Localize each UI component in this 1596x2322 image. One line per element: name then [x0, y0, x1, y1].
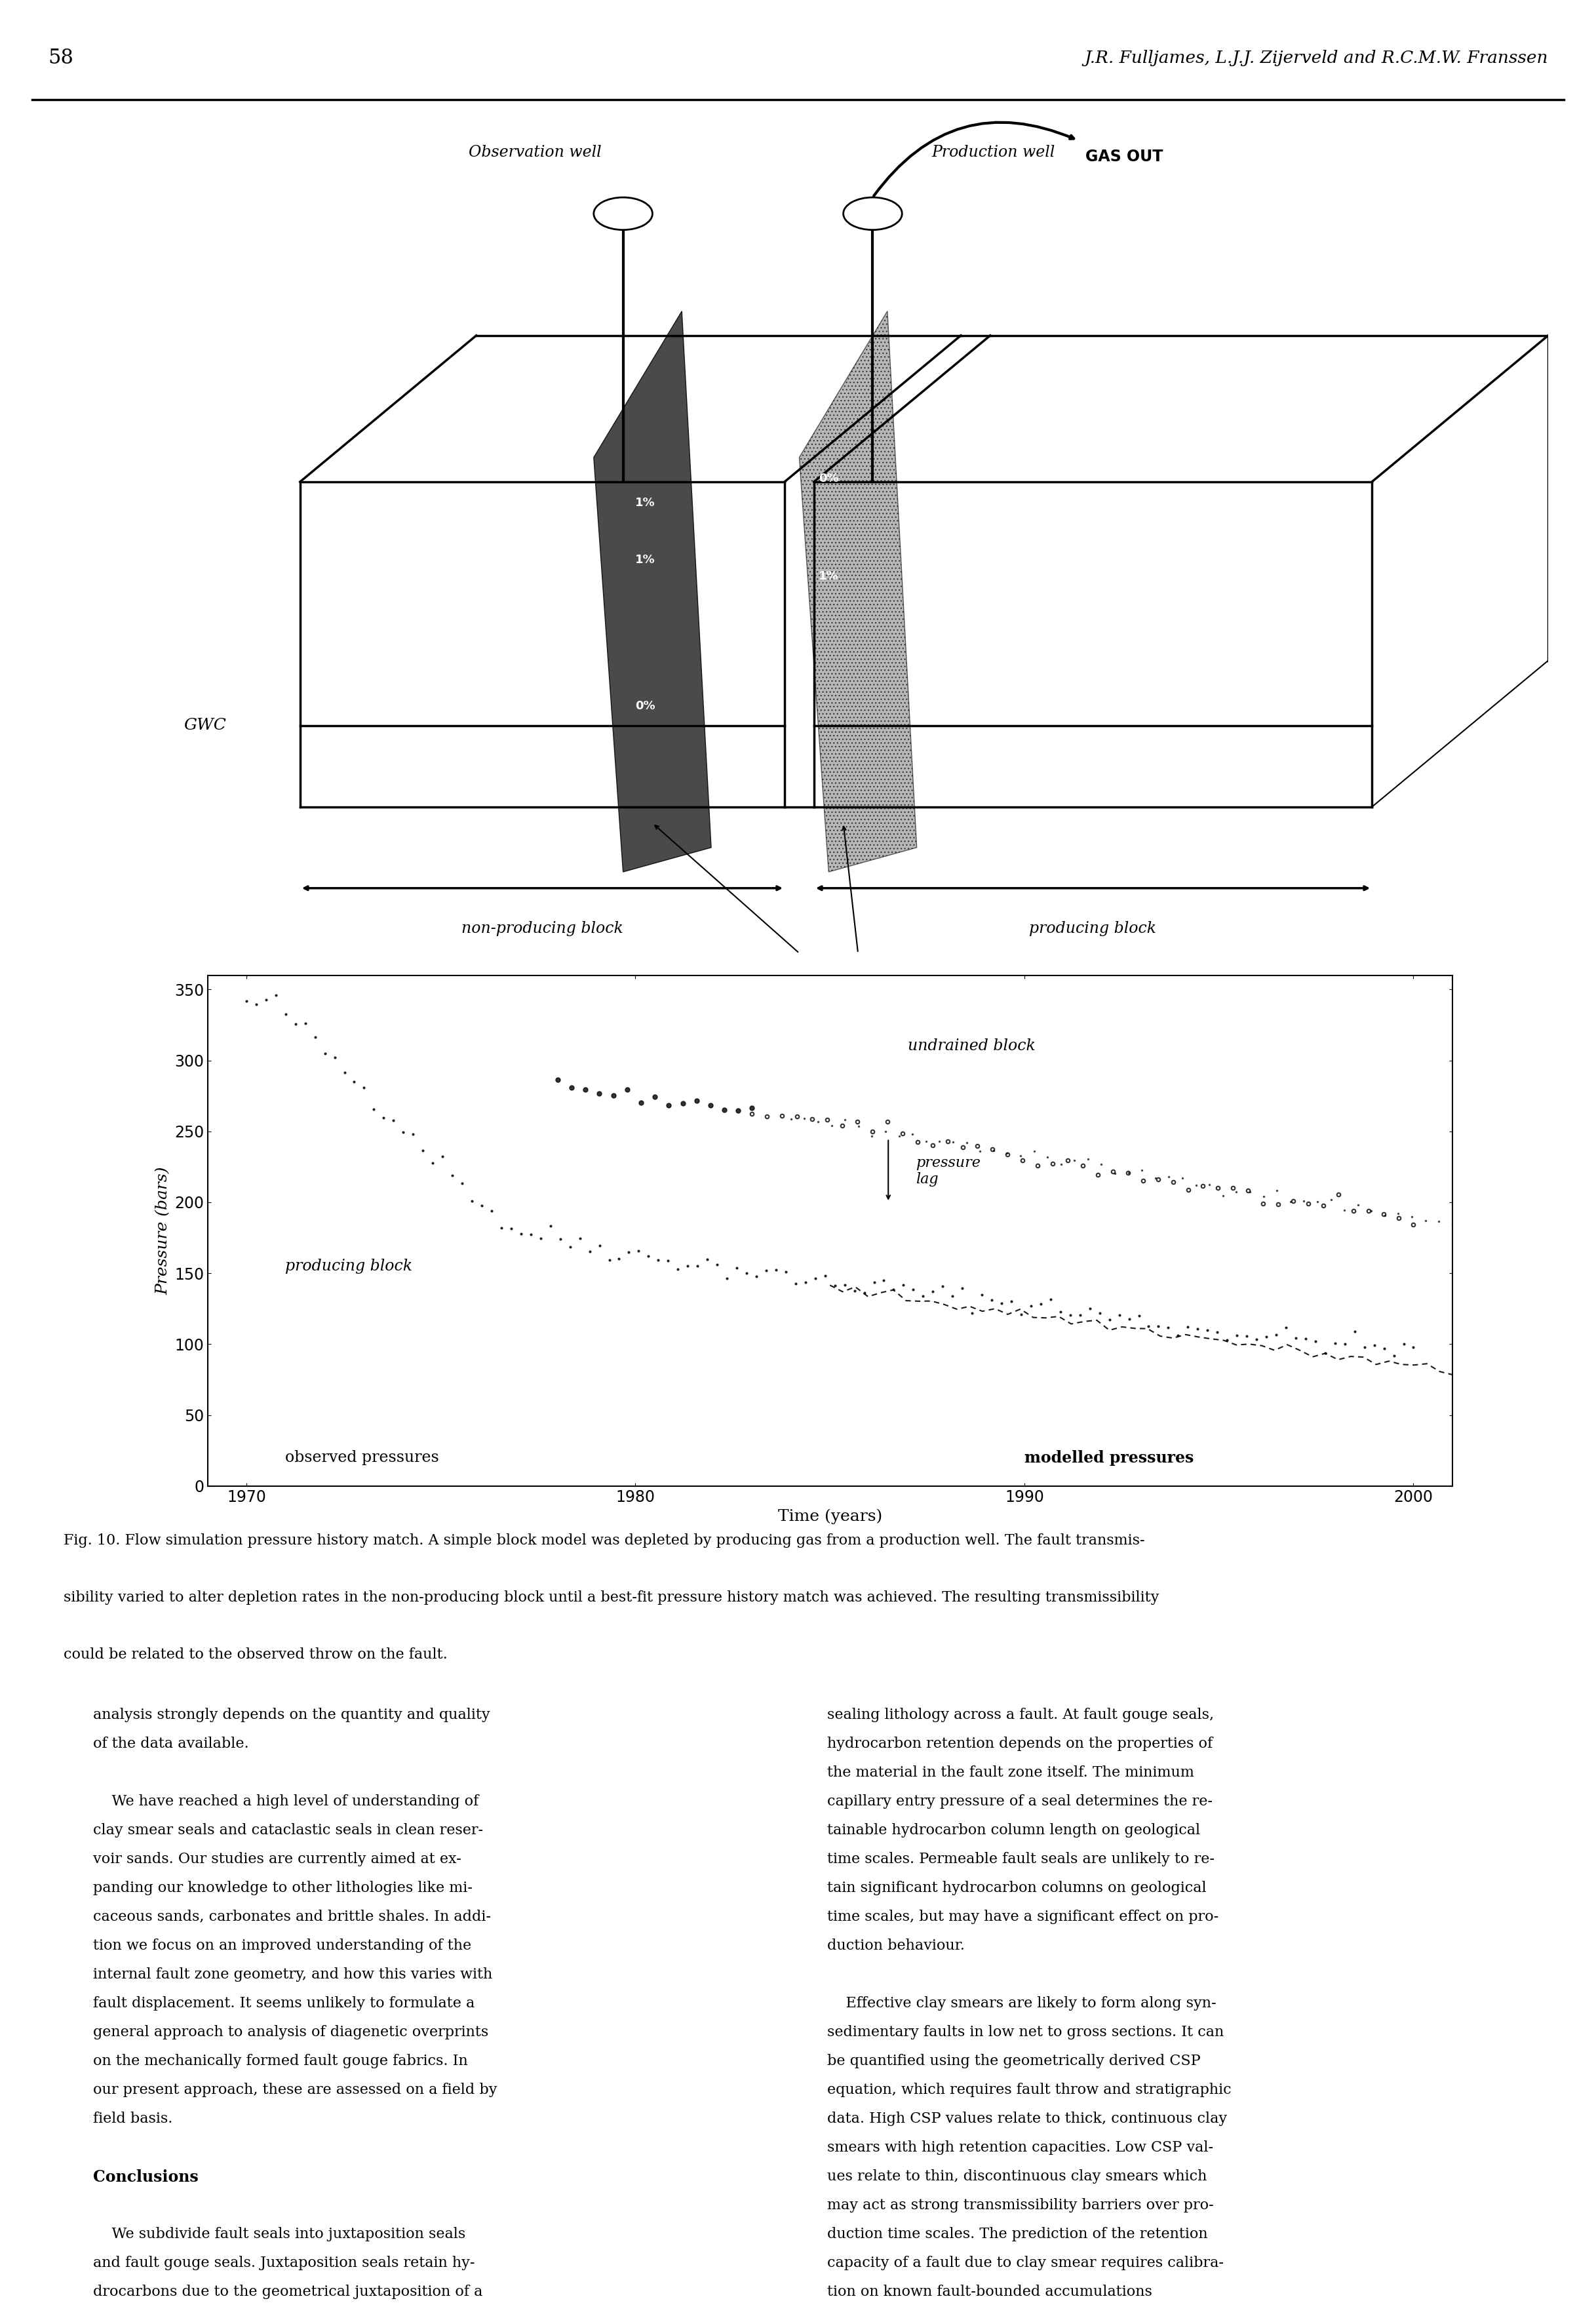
Text: GWC: GWC: [184, 717, 227, 734]
Text: drocarbons due to the geometrical juxtaposition of a: drocarbons due to the geometrical juxtap…: [93, 2285, 482, 2299]
Text: We subdivide fault seals into juxtaposition seals: We subdivide fault seals into juxtaposit…: [93, 2227, 466, 2241]
Text: tainable hydrocarbon column length on geological: tainable hydrocarbon column length on ge…: [827, 1823, 1200, 1837]
Text: 0%: 0%: [635, 701, 654, 713]
Polygon shape: [594, 311, 712, 873]
Text: smears with high retention capacities. Low CSP val-: smears with high retention capacities. L…: [827, 2141, 1213, 2155]
Text: voir sands. Our studies are currently aimed at ex-: voir sands. Our studies are currently ai…: [93, 1853, 461, 1867]
Text: non-producing block: non-producing block: [461, 922, 622, 936]
Y-axis label: Pressure (bars): Pressure (bars): [156, 1166, 171, 1296]
Text: time scales, but may have a significant effect on pro-: time scales, but may have a significant …: [827, 1909, 1219, 1925]
Text: We have reached a high level of understanding of: We have reached a high level of understa…: [93, 1795, 479, 1809]
Text: 1%: 1%: [819, 571, 838, 583]
Text: clay smear seals and cataclastic seals in clean reser-: clay smear seals and cataclastic seals i…: [93, 1823, 484, 1837]
Text: Fig. 10. Flow simulation pressure history match. A simple block model was deplet: Fig. 10. Flow simulation pressure histor…: [64, 1535, 1144, 1549]
Text: the material in the fault zone itself. The minimum: the material in the fault zone itself. T…: [827, 1765, 1194, 1779]
Text: modelled pressures: modelled pressures: [1025, 1449, 1194, 1465]
Text: GAS OUT: GAS OUT: [1085, 149, 1163, 165]
Circle shape: [594, 197, 653, 230]
Text: tain significant hydrocarbon columns on geological: tain significant hydrocarbon columns on …: [827, 1881, 1207, 1895]
Text: Effective clay smears are likely to form along syn-: Effective clay smears are likely to form…: [827, 1997, 1216, 2011]
Text: could be related to the observed throw on the fault.: could be related to the observed throw o…: [64, 1649, 448, 1663]
Text: and fault gouge seals. Juxtaposition seals retain hy-: and fault gouge seals. Juxtaposition sea…: [93, 2255, 476, 2271]
Text: pressure
lag: pressure lag: [916, 1156, 980, 1187]
Text: hydrocarbon retention depends on the properties of: hydrocarbon retention depends on the pro…: [827, 1737, 1213, 1751]
Text: 58: 58: [48, 49, 73, 67]
Text: Observation well: Observation well: [469, 144, 602, 160]
Text: of the data available.: of the data available.: [93, 1737, 249, 1751]
Text: analysis strongly depends on the quantity and quality: analysis strongly depends on the quantit…: [93, 1707, 490, 1723]
Text: tion we focus on an improved understanding of the: tion we focus on an improved understandi…: [93, 1939, 471, 1953]
Text: equation, which requires fault throw and stratigraphic: equation, which requires fault throw and…: [827, 2083, 1232, 2097]
Text: observed pressures: observed pressures: [286, 1451, 439, 1465]
Text: ues relate to thin, discontinuous clay smears which: ues relate to thin, discontinuous clay s…: [827, 2169, 1207, 2183]
Text: duction behaviour.: duction behaviour.: [827, 1939, 966, 1953]
Text: our present approach, these are assessed on a field by: our present approach, these are assessed…: [93, 2083, 498, 2097]
Text: J.R. Fulljames, L.J.J. Zijerveld and R.C.M.W. Franssen: J.R. Fulljames, L.J.J. Zijerveld and R.C…: [1084, 49, 1548, 67]
Text: on the mechanically formed fault gouge fabrics. In: on the mechanically formed fault gouge f…: [93, 2053, 468, 2069]
Polygon shape: [800, 311, 916, 873]
Text: tion on known fault-bounded accumulations: tion on known fault-bounded accumulation…: [827, 2285, 1152, 2299]
Text: data. High CSP values relate to thick, continuous clay: data. High CSP values relate to thick, c…: [827, 2111, 1227, 2125]
Text: panding our knowledge to other lithologies like mi-: panding our knowledge to other lithologi…: [93, 1881, 472, 1895]
Text: fault displacement. It seems unlikely to formulate a: fault displacement. It seems unlikely to…: [93, 1997, 476, 2011]
Text: sealing lithology across a fault. At fault gouge seals,: sealing lithology across a fault. At fau…: [827, 1707, 1215, 1723]
Text: may act as strong transmissibility barriers over pro-: may act as strong transmissibility barri…: [827, 2199, 1215, 2213]
Circle shape: [843, 197, 902, 230]
Text: general approach to analysis of diagenetic overprints: general approach to analysis of diagenet…: [93, 2025, 488, 2039]
Text: time scales. Permeable fault seals are unlikely to re-: time scales. Permeable fault seals are u…: [827, 1853, 1215, 1867]
Text: be quantified using the geometrically derived CSP: be quantified using the geometrically de…: [827, 2053, 1200, 2069]
Text: 1%: 1%: [635, 497, 654, 509]
Text: sibility varied to alter depletion rates in the non-producing block until a best: sibility varied to alter depletion rates…: [64, 1591, 1159, 1605]
Text: sedimentary faults in low net to gross sections. It can: sedimentary faults in low net to gross s…: [827, 2025, 1224, 2039]
Text: internal fault zone geometry, and how this varies with: internal fault zone geometry, and how th…: [93, 1967, 493, 1981]
Text: caceous sands, carbonates and brittle shales. In addi-: caceous sands, carbonates and brittle sh…: [93, 1909, 492, 1925]
Text: Conclusions: Conclusions: [93, 2169, 198, 2185]
Text: producing block: producing block: [286, 1259, 412, 1275]
Text: Faults with variable
transmissibility: Faults with variable transmissibility: [750, 994, 907, 1026]
Text: capacity of a fault due to clay smear requires calibra-: capacity of a fault due to clay smear re…: [827, 2255, 1224, 2271]
Text: capillary entry pressure of a seal determines the re-: capillary entry pressure of a seal deter…: [827, 1795, 1213, 1809]
Text: duction time scales. The prediction of the retention: duction time scales. The prediction of t…: [827, 2227, 1208, 2241]
Text: undrained block: undrained block: [908, 1038, 1036, 1054]
Text: Production well: Production well: [932, 144, 1055, 160]
Text: 0%: 0%: [819, 474, 838, 485]
X-axis label: Time (years): Time (years): [777, 1509, 883, 1523]
Text: field basis.: field basis.: [93, 2111, 172, 2125]
Text: producing block: producing block: [1029, 922, 1157, 936]
Text: 1%: 1%: [635, 555, 654, 567]
